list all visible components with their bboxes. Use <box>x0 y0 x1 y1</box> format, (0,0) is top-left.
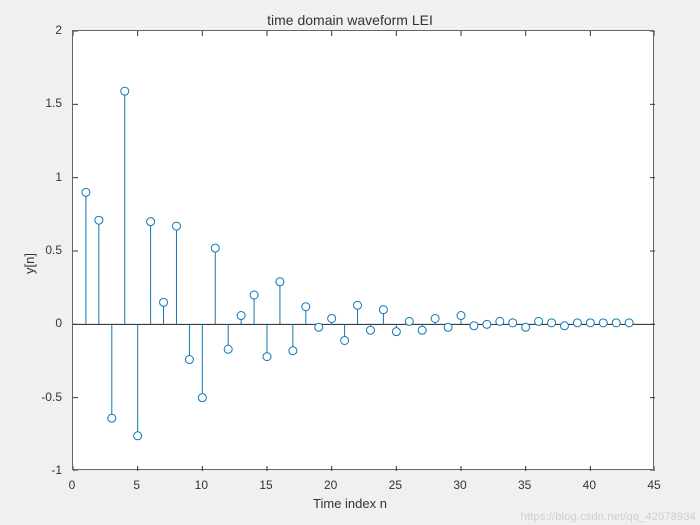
plot-area <box>72 30 654 470</box>
y-tick-label: -1 <box>22 463 62 477</box>
figure-container: time domain waveform LEI Time index n y[… <box>0 0 700 525</box>
x-tick-label: 25 <box>389 478 402 492</box>
x-tick-label: 15 <box>259 478 272 492</box>
x-tick-label: 5 <box>133 478 140 492</box>
y-tick-label: 1 <box>22 170 62 184</box>
chart-title: time domain waveform LEI <box>0 12 700 28</box>
y-tick-label: 0.5 <box>22 243 62 257</box>
y-tick-label: 2 <box>22 23 62 37</box>
x-tick-label: 10 <box>195 478 208 492</box>
y-tick-label: 0 <box>22 316 62 330</box>
x-axis-label: Time index n <box>0 496 700 511</box>
x-tick-label: 30 <box>453 478 466 492</box>
y-tick-label: -0.5 <box>22 390 62 404</box>
x-tick-label: 45 <box>647 478 660 492</box>
x-tick-label: 20 <box>324 478 337 492</box>
stem-plot-svg <box>73 31 655 471</box>
x-tick-label: 0 <box>69 478 76 492</box>
y-tick-label: 1.5 <box>22 96 62 110</box>
x-tick-label: 40 <box>583 478 596 492</box>
x-tick-label: 35 <box>518 478 531 492</box>
watermark-text: https://blog.csdn.net/qq_42078934 <box>521 511 696 523</box>
